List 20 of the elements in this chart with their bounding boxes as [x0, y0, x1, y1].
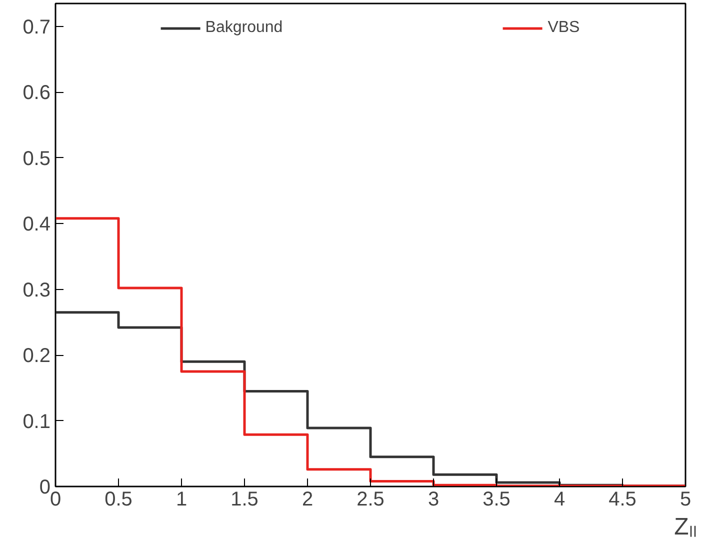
y-tick-label: 0.3 — [22, 279, 51, 302]
x-tick-label: 3 — [428, 488, 440, 510]
y-tick-label: 0.5 — [22, 148, 51, 170]
y-tick-label: 0.6 — [22, 82, 51, 104]
x-axis-title: Zₗₗ — [674, 514, 697, 540]
y-tick-label: 0.1 — [22, 410, 51, 433]
x-tick-label: 3.5 — [482, 488, 510, 510]
x-tick-label: 4 — [554, 488, 566, 510]
x-tick-label: 2 — [302, 488, 314, 510]
x-tick-label: 1 — [176, 488, 188, 510]
y-tick-label: 0.2 — [22, 345, 51, 368]
legend-label: VBS — [548, 19, 580, 37]
y-tick-label: 0.4 — [22, 214, 51, 236]
x-tick-label: 5 — [680, 488, 692, 510]
x-tick-label: 4.5 — [608, 488, 636, 510]
x-tick-label: 2.5 — [356, 488, 384, 510]
x-tick-label: 0.5 — [104, 488, 132, 510]
x-tick-label: 1.5 — [230, 488, 258, 510]
y-tick-label: 0.7 — [22, 16, 51, 38]
legend-label: Bakground — [205, 19, 283, 37]
